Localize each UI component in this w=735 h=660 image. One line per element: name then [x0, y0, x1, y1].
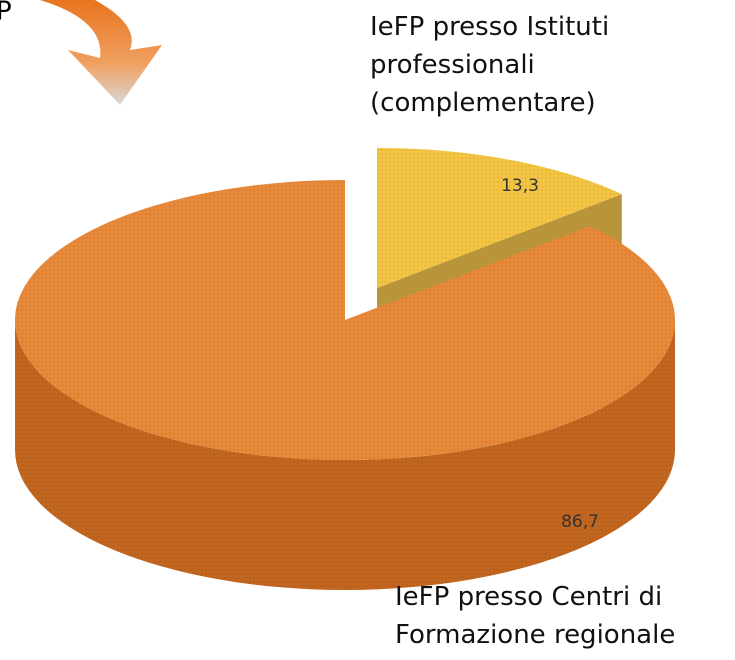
texture: [15, 320, 675, 590]
category-label: IeFP presso Centri di Formazione regiona…: [395, 582, 676, 650]
value-label: 86,7: [561, 512, 599, 532]
texture: [14, 179, 675, 460]
category-label: IeFP presso Istituti professionali (comp…: [370, 12, 610, 118]
pie: [14, 148, 675, 590]
texture: [377, 148, 622, 288]
value-labels: 13,3 86,7: [501, 176, 599, 532]
arrow: [40, 0, 162, 105]
annotation: P: [0, 0, 12, 27]
value-label: 13,3: [501, 176, 539, 196]
